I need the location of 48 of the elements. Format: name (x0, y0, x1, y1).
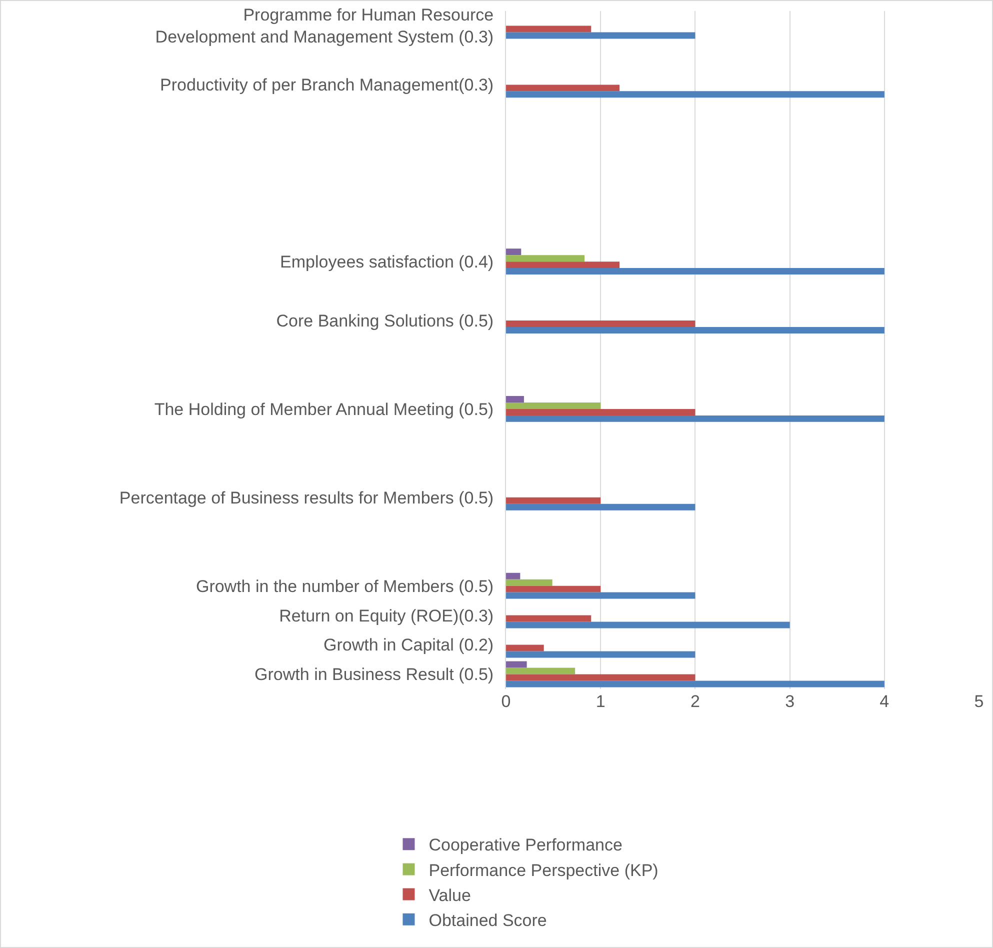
bar (506, 408, 696, 416)
y-tick-label: Productivity of per Branch Management(0.3) (160, 76, 494, 95)
bar (506, 592, 696, 599)
y-tick-label: Core Banking Solutions (0.5) (276, 311, 494, 330)
x-tick-label: 0 (501, 692, 511, 711)
bar (506, 497, 601, 504)
bar (506, 661, 527, 668)
bar (506, 320, 696, 328)
bar (506, 615, 592, 622)
bar (506, 396, 524, 402)
bar (506, 674, 696, 681)
x-tick-label: 4 (880, 692, 890, 711)
bar (506, 91, 884, 98)
bar (506, 84, 620, 92)
bar (506, 255, 585, 262)
bar (506, 415, 884, 422)
bar (506, 680, 884, 688)
legend-label: Value (428, 886, 471, 905)
bar (506, 579, 552, 586)
bar (506, 586, 601, 592)
x-tick-label: 3 (785, 692, 795, 711)
y-tick-label: Percentage of Business results for Members (0.5) (119, 488, 494, 508)
y-tick-label: The Holding of Member Annual Meeting (0.5) (154, 400, 494, 419)
y-tick-label: Return on Equity (ROE)(0.3) (279, 606, 494, 626)
bar (506, 402, 601, 409)
y-tick-label: Programme for Human Resource Development and Management System (0.3) (155, 6, 494, 47)
bar (506, 26, 592, 32)
y-tick-label: Growth in the number of Members (0.5) (196, 576, 494, 596)
bar (506, 327, 884, 334)
bar (506, 262, 620, 268)
x-tick-label: 1 (596, 692, 606, 711)
bar (506, 248, 522, 256)
bar (506, 572, 520, 580)
legend-label: Cooperative Performance (428, 836, 622, 855)
bar (506, 644, 544, 652)
legend-label: Obtained Score (428, 911, 547, 930)
y-tick-label: Growth in Capital (0.2) (324, 636, 494, 655)
bar (506, 622, 790, 628)
bar (506, 504, 696, 510)
bar (506, 668, 576, 674)
y-tick-label: Growth in Business Result (0.5) (254, 665, 494, 684)
bar (506, 268, 884, 275)
y-tick-label: Employees satisfaction (0.4) (280, 252, 494, 272)
bar (506, 32, 696, 39)
legend-label: Performance Perspective (KP) (428, 860, 658, 880)
bar (506, 651, 696, 658)
x-tick-label: 2 (690, 692, 700, 711)
x-tick-label: 5 (974, 692, 984, 711)
